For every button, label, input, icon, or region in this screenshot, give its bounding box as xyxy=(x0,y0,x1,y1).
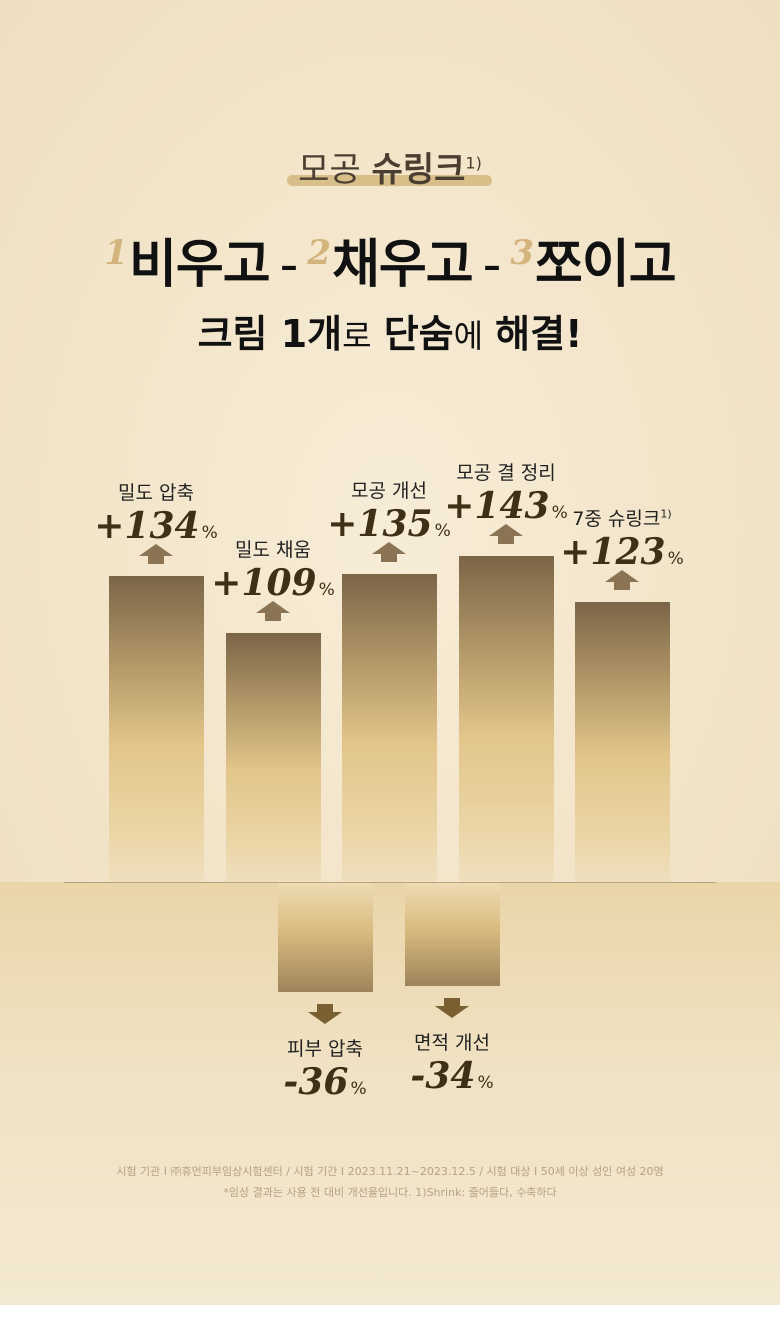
arrow-up-icon xyxy=(139,544,173,565)
bar xyxy=(575,601,670,882)
bar xyxy=(342,574,437,882)
lower-background xyxy=(0,882,780,1305)
sub-part: 크림 1개 xyxy=(197,312,343,356)
bar xyxy=(226,633,321,882)
category-label: 밀도 채움 xyxy=(235,539,311,562)
chart-baseline xyxy=(64,882,716,883)
value-label: +135 xyxy=(327,503,433,546)
category-label: 밀도 압축 xyxy=(118,482,194,505)
percent-label: % xyxy=(667,548,684,569)
arrow-down-icon xyxy=(435,997,469,1018)
value-label: -36 xyxy=(283,1060,349,1103)
bar xyxy=(459,555,554,882)
kicker-sup: 1) xyxy=(465,153,482,173)
step-number: 1 xyxy=(104,233,128,273)
category-label: 면적 개선 xyxy=(414,1031,490,1054)
data-label: 밀도 압축 +134% xyxy=(66,478,246,547)
bar xyxy=(405,882,500,986)
arrow-up-icon xyxy=(605,569,639,590)
subheadline: 크림 1개로 단숨에 해결! xyxy=(0,303,780,358)
kicker-highlight xyxy=(287,175,492,186)
step-text: 채우고 xyxy=(332,235,474,295)
category-label: 모공 개선 xyxy=(351,480,427,503)
percent-label: % xyxy=(477,1072,494,1093)
data-label: 모공 개선 +135% xyxy=(299,476,479,545)
value-label: +123 xyxy=(560,530,666,573)
arrow-up-icon xyxy=(372,542,406,563)
bar xyxy=(278,882,373,992)
sub-part: 해결! xyxy=(495,312,583,356)
arrow-up-icon xyxy=(256,601,290,622)
category-label: 모공 결 정리 xyxy=(456,461,556,484)
sub-part: 에 xyxy=(453,317,484,355)
percent-label: % xyxy=(201,523,218,544)
kicker-bold: 슈링크 xyxy=(371,150,466,190)
percent-label: % xyxy=(551,502,568,523)
step-text: 쪼이고 xyxy=(535,235,677,295)
category-label: 7중 슈링크1) xyxy=(572,507,672,530)
value-label: -34 xyxy=(410,1054,476,1097)
percent-label: % xyxy=(318,580,335,601)
data-label: 7중 슈링크1) +123% xyxy=(532,504,712,573)
arrow-down-icon xyxy=(308,1003,342,1024)
step-text: 비우고 xyxy=(129,235,271,295)
bar xyxy=(109,576,204,882)
headline: 1비우고 -2채우고 -3쪼이고 xyxy=(0,222,780,297)
sub-part: 로 xyxy=(342,317,372,355)
arrow-up-icon xyxy=(489,523,523,544)
percent-label: % xyxy=(434,521,451,542)
data-label: 모공 결 정리 +143% xyxy=(416,458,596,527)
footer-test-info: 시험 기관 I ㈜휴먼피부임상시험센터 / 시험 기간 I 2023.11.21… xyxy=(116,1165,664,1178)
dash: - xyxy=(482,235,502,295)
value-label: +143 xyxy=(444,484,550,527)
sub-part: 단숨 xyxy=(383,312,454,356)
footer-note: *임상 결과는 사용 전 대비 개선율입니다. 1)Shrink: 줄어들다, … xyxy=(223,1186,557,1199)
kicker-light: 모공 xyxy=(298,150,361,190)
kicker-title: 모공 슈링크1) xyxy=(0,142,780,191)
data-label: 밀도 채움 +109% xyxy=(183,535,363,604)
percent-label: % xyxy=(350,1078,367,1099)
category-sup: 1) xyxy=(660,507,672,521)
dash: - xyxy=(279,235,299,295)
step-number: 2 xyxy=(307,233,331,273)
category-label: 피부 압축 xyxy=(287,1037,363,1060)
value-label: +134 xyxy=(94,505,200,548)
data-label: 피부 압축 -36% xyxy=(235,1034,415,1103)
step-number: 3 xyxy=(510,233,534,273)
value-label: +109 xyxy=(211,562,317,605)
data-label: 면적 개선 -34% xyxy=(362,1028,542,1097)
